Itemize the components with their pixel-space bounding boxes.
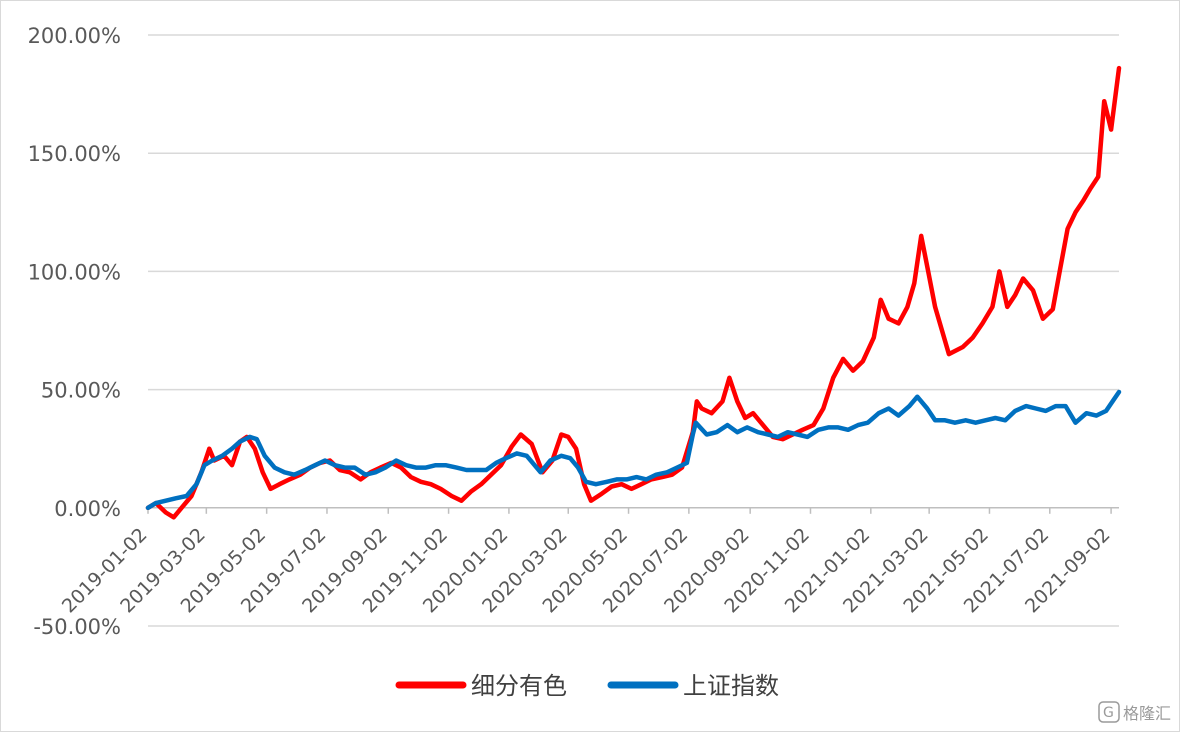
legend-label-0: 细分有色 [471, 672, 567, 700]
y-tick-label: 200.00% [28, 24, 121, 48]
watermark-logo: G [1098, 701, 1120, 723]
legend-label-1: 上证指数 [683, 672, 779, 700]
x-axis: 2019-01-022019-03-022019-05-022019-07-02… [58, 507, 1119, 617]
watermark: G 格隆汇 [1098, 701, 1171, 723]
y-tick-label: 100.00% [28, 260, 121, 284]
y-tick-label: 0.00% [54, 497, 121, 521]
watermark-text: 格隆汇 [1123, 704, 1171, 723]
y-axis: 200.00% 150.00% 100.00% 50.00% 0.00% -50.00% [28, 24, 121, 639]
legend: 细分有色 上证指数 [395, 672, 779, 700]
gridlines [148, 34, 1119, 627]
series-line-1 [145, 389, 1122, 511]
series-lines [145, 65, 1122, 520]
y-tick-label: 150.00% [28, 142, 121, 166]
y-tick-label: 50.00% [41, 379, 121, 403]
svg-text:G: G [1103, 705, 1114, 721]
y-tick-label: -50.00% [33, 615, 121, 639]
series-line-0 [145, 65, 1122, 520]
